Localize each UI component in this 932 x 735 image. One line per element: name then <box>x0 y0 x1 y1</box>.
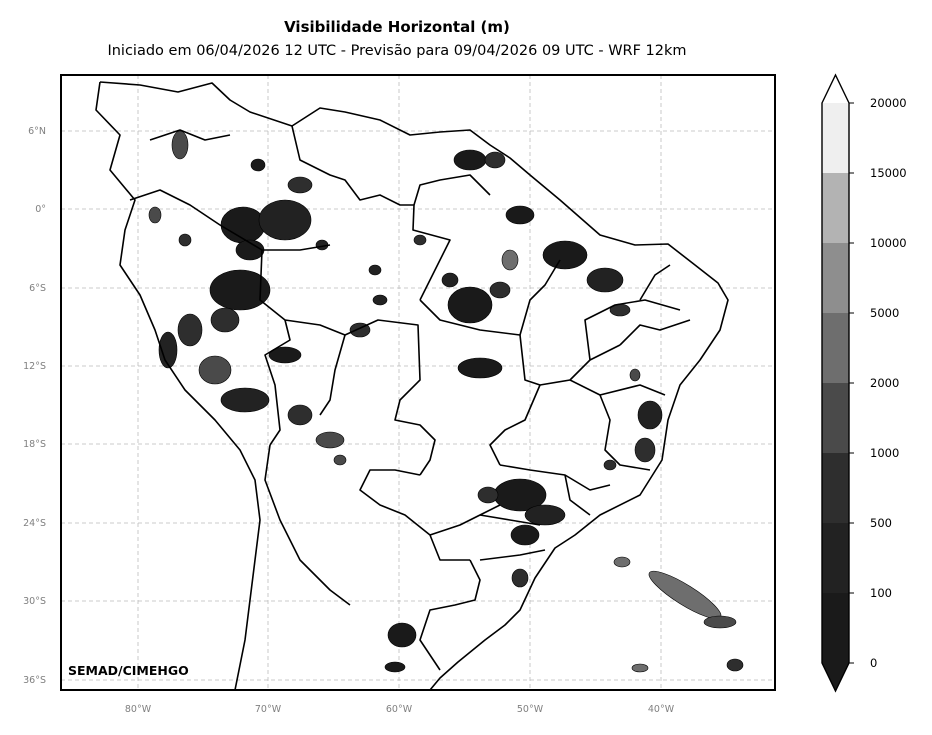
lat-tick-label: 18°S <box>23 439 46 450</box>
map-title: Visibilidade Horizontal (m) <box>284 18 510 36</box>
colorbar-extend-min <box>822 663 849 691</box>
colorbar-tick-label: 0 <box>870 656 877 670</box>
credit-label: SEMAD/CIMEHGO <box>68 663 189 678</box>
lat-tick-label: 36°S <box>23 675 46 686</box>
colorbar-segment <box>822 243 849 313</box>
colorbar-segment <box>822 453 849 523</box>
colorbar-tick-label: 500 <box>870 516 892 530</box>
colorbar-segment <box>822 313 849 383</box>
colorbar-extend-max <box>822 75 849 103</box>
colorbar: 0 100 500 1000 2000 5000 10000 15000 20000 <box>821 73 907 693</box>
colorbar-segment <box>822 173 849 243</box>
colorbar-tick-label: 100 <box>870 586 892 600</box>
longitude-tick-labels: 80°W 70°W 60°W 50°W 40°W <box>125 704 675 715</box>
lon-tick-label: 40°W <box>648 704 675 715</box>
colorbar-tick-label: 2000 <box>870 376 899 390</box>
map-subtitle: Iniciado em 06/04/2026 12 UTC - Previsão… <box>107 43 687 59</box>
colorbar-segment <box>822 523 849 593</box>
latitude-tick-labels: 6°N 0° 6°S 12°S 18°S 24°S 30°S 36°S <box>23 126 46 686</box>
lat-tick-label: 30°S <box>23 596 46 607</box>
political-boundaries <box>95 81 729 690</box>
lat-tick-label: 0° <box>35 204 46 215</box>
visibility-contours <box>148 130 744 673</box>
lat-tick-label: 6°S <box>29 283 46 294</box>
colorbar-tick-label: 1000 <box>870 446 899 460</box>
lat-tick-label: 12°S <box>23 361 46 372</box>
lon-tick-label: 50°W <box>517 704 544 715</box>
colorbar-tick-label: 10000 <box>870 236 907 250</box>
colorbar-tick-label: 5000 <box>870 306 899 320</box>
lat-tick-label: 6°N <box>28 126 46 137</box>
colorbar-tick-label: 15000 <box>870 166 907 180</box>
lon-tick-label: 80°W <box>125 704 152 715</box>
colorbar-tick-label: 20000 <box>870 96 907 110</box>
lon-tick-label: 70°W <box>255 704 282 715</box>
map-content <box>95 81 744 690</box>
map-frame <box>60 74 776 691</box>
lon-tick-label: 60°W <box>386 704 413 715</box>
colorbar-segment <box>822 103 849 173</box>
colorbar-segment <box>822 383 849 453</box>
lat-tick-label: 24°S <box>23 518 46 529</box>
colorbar-segment <box>822 593 849 663</box>
